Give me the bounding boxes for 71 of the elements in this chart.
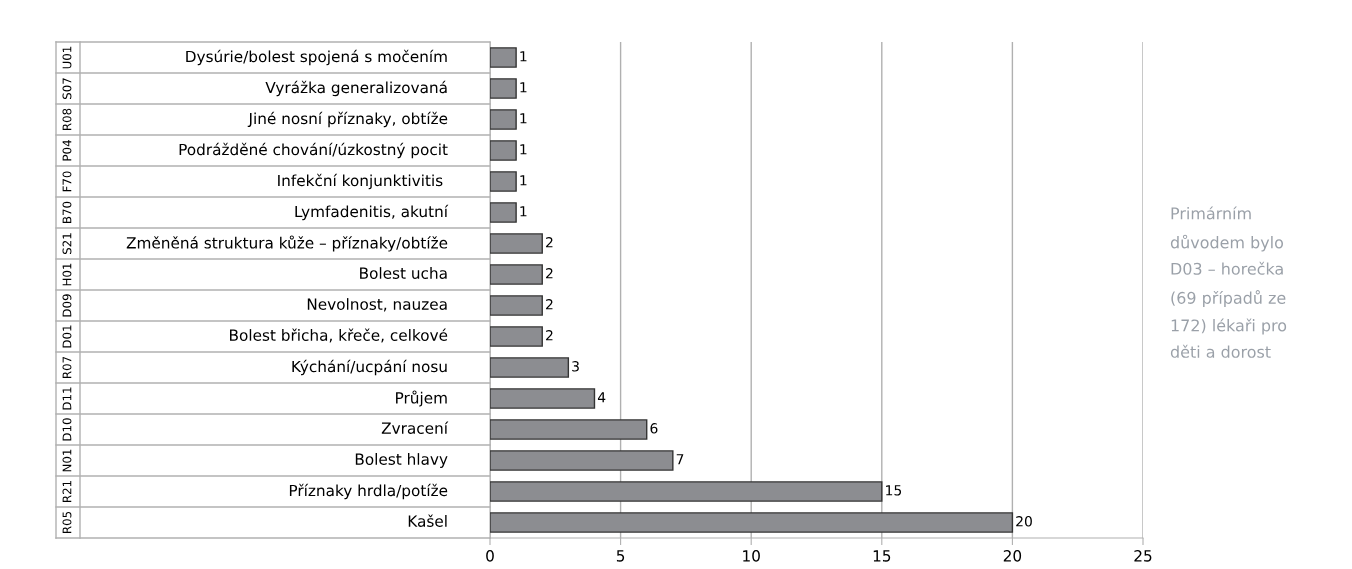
y2-tick-label: R07 [62,356,72,378]
y2-tick-label: R21 [62,480,72,502]
y2-tick-label: D11 [62,387,72,410]
y-tick-label: Průjem [396,390,447,407]
y2-tick-label: P04 [62,140,72,161]
y-tick-label: Kýchání/ucpání nosu [292,359,447,376]
data-label: 2 [546,330,553,341]
y2-tick-label: S07 [62,78,72,99]
y-tick-label: Lymfadenitis, akutní [295,204,449,221]
y-tick-label: Bolest hlavy [355,453,448,468]
data-label: 1 [520,144,527,155]
y-tick-label: Dysúrie/bolest spojená s močením [186,49,447,66]
y2-tick-label: H01 [62,263,72,286]
y2-tick-label: D01 [62,325,72,348]
bar [490,264,543,285]
x-tick-label: 15 [873,550,891,562]
data-label: 3 [572,361,579,372]
y2-tick-label: F70 [62,171,72,192]
bar [490,326,543,347]
y-tick-label: Vyrážka generalizovaná [265,80,447,97]
y-tick-label: Jiné nosní příznaky, obtíže [247,111,448,128]
data-label: 1 [520,206,527,217]
x-tick-label: 0 [486,550,494,562]
data-label: 1 [520,82,527,93]
data-label: 15 [886,485,902,496]
data-label: 4 [597,392,606,403]
data-label: 1 [520,175,527,186]
y2-tick-label: U01 [62,46,72,69]
bar [490,78,517,99]
y-tick-label: Změněná struktura kůže – příznaky/obtíže [126,235,448,252]
x-tick-label: 10 [743,550,760,562]
bar [490,47,517,68]
y-tick-label: Bolest břicha, křeče, celkové [230,328,448,343]
y2-tick-label: B70 [62,201,72,223]
bar [490,357,570,378]
x-tick-label: 5 [616,550,625,562]
bar [490,202,517,223]
bar [490,512,1014,533]
bar [490,481,883,502]
y-tick-label: Příznaky hrdla/potíže [289,483,448,500]
y2-tick-label: R08 [62,108,72,130]
y-tick-label: Kašel [408,514,447,527]
data-label: 2 [546,268,553,279]
data-label: 2 [546,299,553,310]
bar [490,233,543,254]
x-tick-label: 20 [1003,550,1022,562]
bar [490,450,674,471]
data-label: 20 [1016,516,1032,527]
data-label: 2 [546,237,553,248]
y-tick-label: Podrážděné chování/úzkostný pocit [179,142,448,159]
y2-tick-label: R05 [62,511,72,533]
x-tick-label: 25 [1134,550,1152,562]
bar [490,388,596,409]
bar [490,295,543,316]
text: Primárním důvodem bylo D03 – horečka (69 případů ze 172) lékaři pro děti a dorost [1170,206,1287,358]
y-tick-label: Infekční konjunktivitis [278,173,443,190]
data-label: 6 [650,423,658,434]
bar [490,419,648,440]
y2-tick-label: N01 [62,449,72,472]
bar [490,171,517,192]
bar [490,109,517,130]
y2-tick-label: D09 [62,294,72,317]
y2-tick-label: S21 [62,233,72,254]
data-label: 1 [520,113,527,124]
data-label: 1 [520,51,527,62]
y-tick-label: Nevolnost, nauzea [307,298,447,312]
y2-tick-label: D10 [62,418,72,441]
data-label: 7 [676,454,684,465]
bar [490,140,517,161]
y-tick-label: Zvracení [381,421,449,434]
y-tick-label: Bolest ucha [360,267,447,279]
